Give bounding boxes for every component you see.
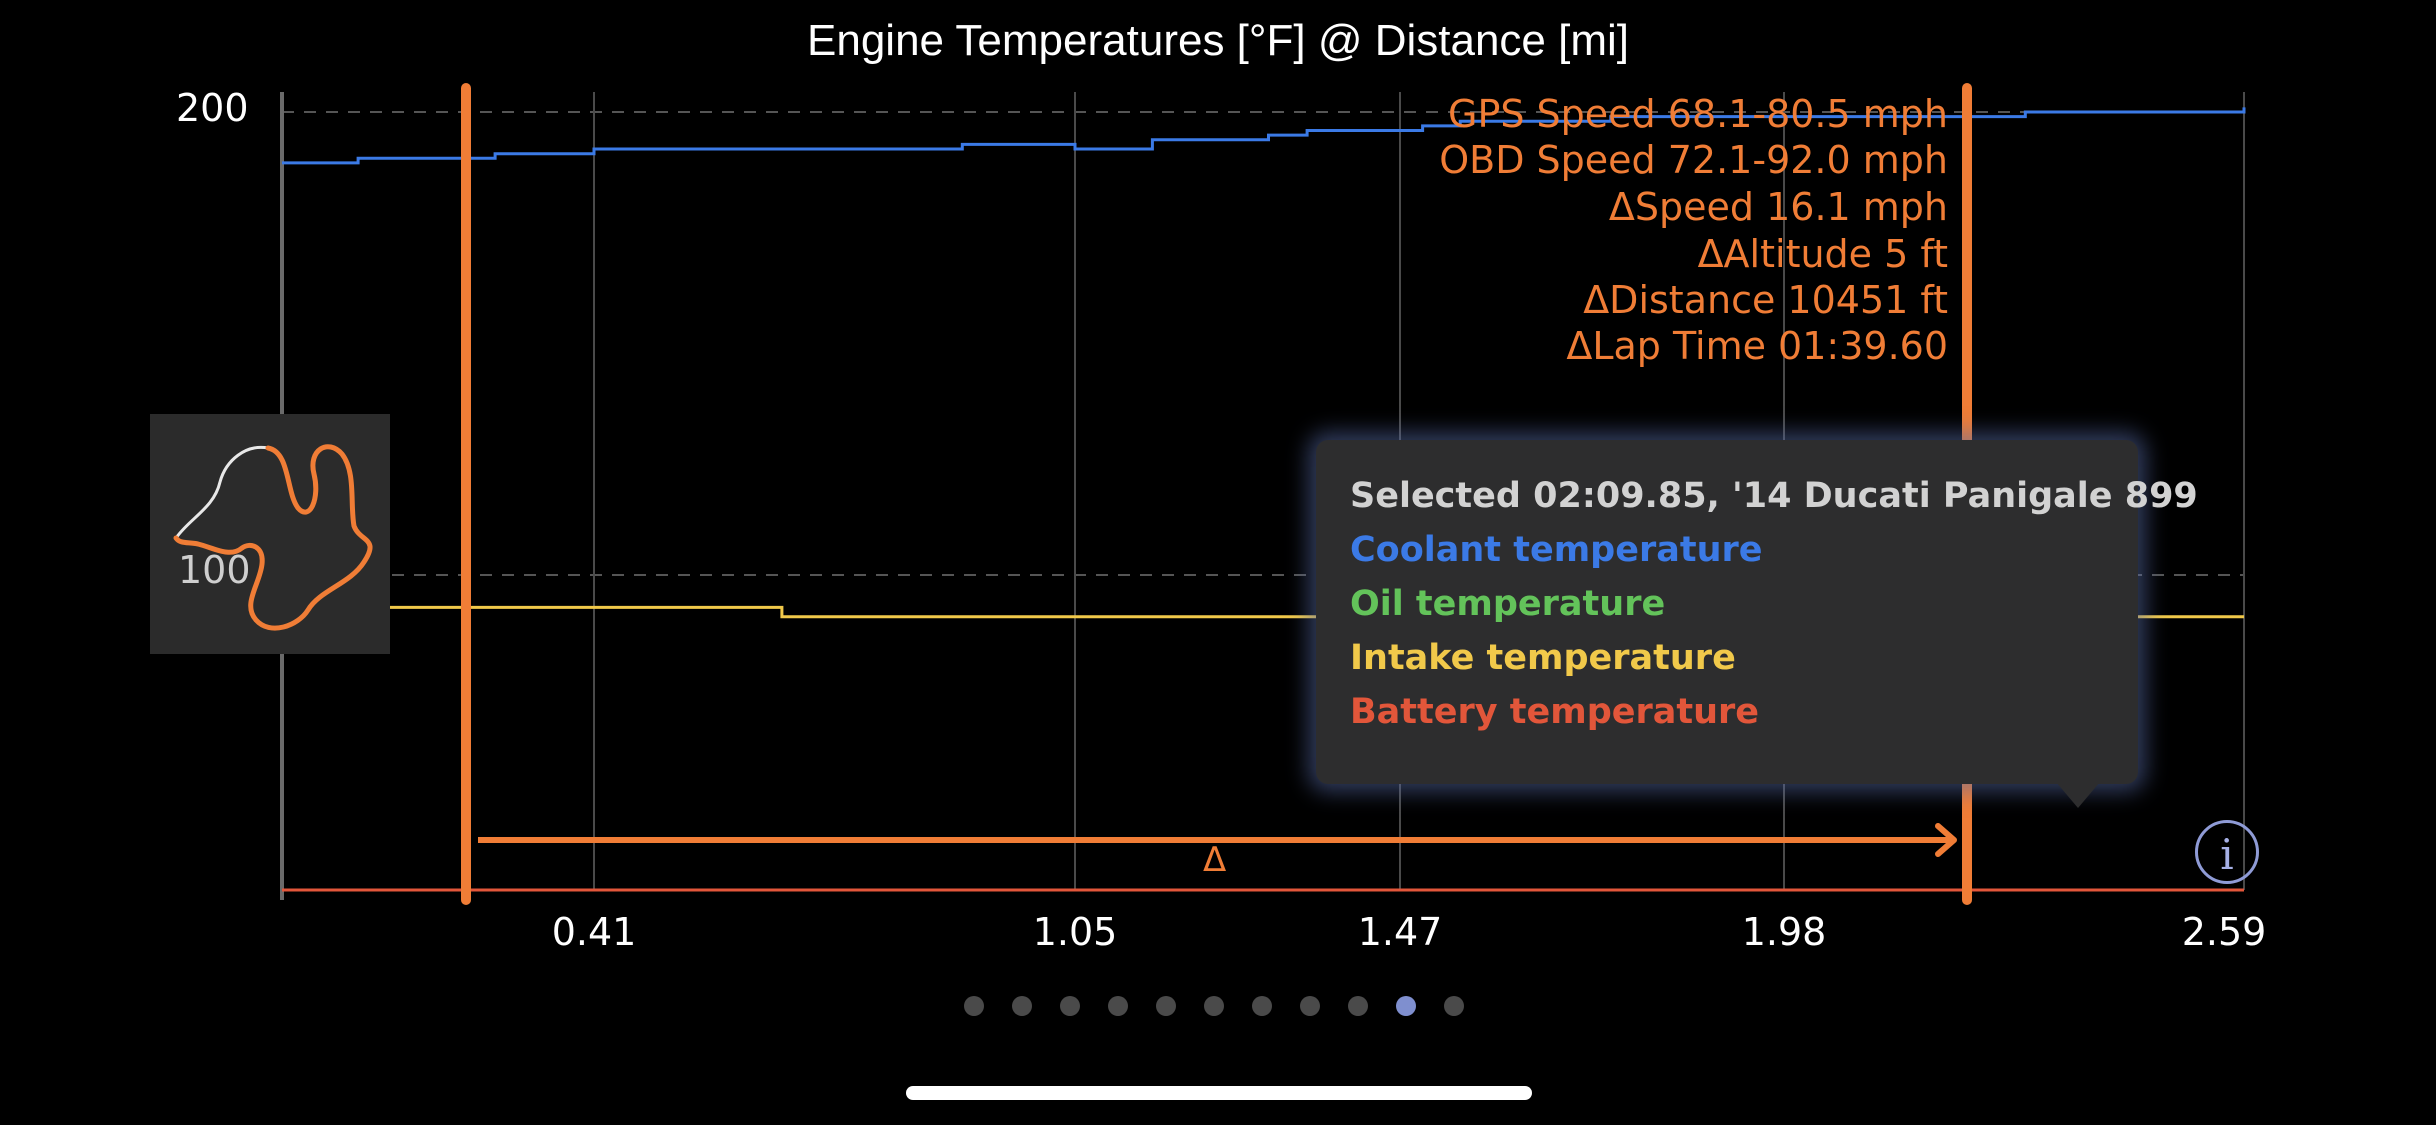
- legend-item-intake[interactable]: Intake temperature: [1350, 638, 1736, 678]
- page-dot[interactable]: [1204, 996, 1224, 1016]
- legend-tooltip: Selected 02:09.85, '14 Ducati Panigale 8…: [1316, 440, 2198, 784]
- page-dot[interactable]: [1060, 996, 1080, 1016]
- track-outline-icon: [173, 444, 373, 631]
- delta-lap-time-stat: ΔLap Time 01:39.60: [1566, 324, 1948, 368]
- delta-label: Δ: [1203, 840, 1227, 880]
- delta-distance-stat: ΔDistance 10451 ft: [1583, 278, 1948, 322]
- y-tick-label-200: 200: [176, 86, 249, 130]
- page-dot[interactable]: [1252, 996, 1272, 1016]
- home-indicator[interactable]: [906, 1086, 1532, 1100]
- page-dot[interactable]: [1156, 996, 1176, 1016]
- page-dot[interactable]: [964, 996, 984, 1016]
- x-tick-label-1.47: 1.47: [1357, 910, 1443, 954]
- page-indicator[interactable]: [964, 996, 1464, 1016]
- y-tick-label-100: 100: [178, 548, 251, 592]
- info-icon: i: [2220, 830, 2234, 879]
- legend-item-coolant[interactable]: Coolant temperature: [1350, 530, 1763, 570]
- delta-arrow-head: [1935, 823, 1957, 857]
- delta-speed-stat: ΔSpeed 16.1 mph: [1608, 185, 1948, 229]
- x-tick-label-0.41: 0.41: [551, 910, 637, 954]
- track-section-path: [173, 444, 373, 631]
- legend-item-battery[interactable]: Battery temperature: [1350, 692, 1760, 732]
- chart-title: Engine Temperatures [°F] @ Distance [mi]: [807, 16, 1629, 65]
- page-dot[interactable]: [1348, 996, 1368, 1016]
- series-layer: [282, 107, 2246, 892]
- gps-speed-stat: GPS Speed 68.1-80.5 mph: [1448, 92, 1948, 136]
- obd-speed-stat: OBD Speed 72.1-92.0 mph: [1439, 138, 1948, 182]
- delta-altitude-stat: ΔAltitude 5 ft: [1697, 232, 1948, 276]
- x-tick-label-1.05: 1.05: [1032, 910, 1118, 954]
- series-line-intake-temperature: [282, 605, 2244, 619]
- legend-item-oil[interactable]: Oil temperature: [1350, 584, 1666, 624]
- x-tick-label-1.98: 1.98: [1741, 910, 1827, 954]
- info-button[interactable]: i: [2195, 820, 2259, 884]
- series-line-coolant-temperature: [282, 107, 2246, 165]
- track-map[interactable]: [150, 414, 390, 654]
- page-dot[interactable]: [1108, 996, 1128, 1016]
- x-tick-label-2.59: 2.59: [2181, 910, 2267, 954]
- tooltip-pointer: [2056, 782, 2100, 808]
- page-dot[interactable]: [1012, 996, 1032, 1016]
- track-full-path: [174, 445, 270, 540]
- page-dot[interactable]: [1396, 996, 1416, 1016]
- page-dot[interactable]: [1300, 996, 1320, 1016]
- tooltip-selected-lap: Selected 02:09.85, '14 Ducati Panigale 8…: [1350, 476, 2198, 516]
- page-dot[interactable]: [1444, 996, 1464, 1016]
